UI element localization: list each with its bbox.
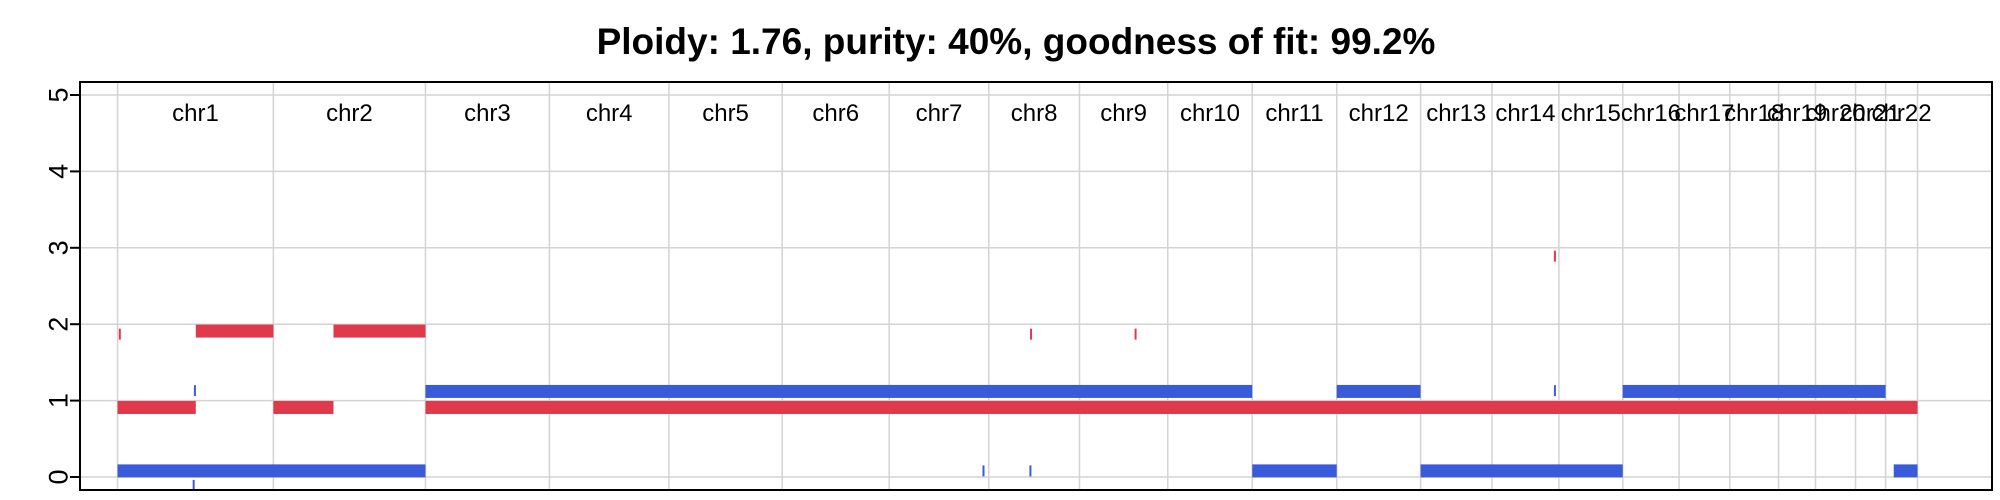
chromosome-label: chr11 [1265, 100, 1323, 127]
chromosome-label: chr9 [1100, 100, 1147, 127]
y-tick-label: 3 [43, 240, 73, 255]
chromosome-label: chr6 [812, 100, 859, 127]
chromosome-label: chr10 [1180, 100, 1240, 127]
y-axis: 0 1 2 3 4 5 [43, 87, 80, 485]
minor-allele-segment [1420, 464, 1623, 478]
major-allele-segment [333, 324, 426, 338]
chromosome-label: chr8 [1011, 100, 1058, 127]
minor-allele-segment [192, 479, 195, 491]
minor-allele-segment [1893, 464, 1918, 478]
chromosome-label: chr19 [1767, 100, 1827, 127]
chromosome-label: chr1 [172, 100, 219, 127]
minor-allele-segment [193, 385, 196, 397]
y-tick-label: 1 [43, 393, 73, 408]
minor-allele-segment [1252, 464, 1337, 478]
y-tick-label: 0 [43, 469, 73, 484]
y-tick-label: 2 [43, 317, 73, 332]
minor-allele-segment [1553, 385, 1556, 397]
chromosome-labels: chr1 chr2 chr3 chr4 chr5 chr6 chr7 chr8 chr9 chr1… [172, 100, 1931, 127]
minor-allele-segment [1029, 465, 1032, 477]
y-tick-label: 5 [43, 87, 73, 102]
chart-title: Ploidy: 1.76, purity: 40%, goodness of f… [597, 21, 1436, 62]
chromosome-label: chr7 [916, 100, 963, 127]
chromosome-label: chr16 [1621, 100, 1681, 127]
major-allele-segment [425, 400, 1918, 414]
grid-lines [80, 82, 1992, 490]
minor-allele-segment [1336, 384, 1421, 398]
minor-allele-segment [425, 384, 1253, 398]
chromosome-label: chr17 [1674, 100, 1734, 127]
minor-allele-segment [117, 464, 426, 478]
chromosome-label: chr15 [1561, 100, 1621, 127]
y-tick-label: 4 [43, 164, 73, 179]
chromosome-label: chr22 [1872, 100, 1932, 127]
chromosome-label: chr21 [1841, 100, 1901, 127]
plot-frame [79, 81, 1993, 491]
chromosome-label: chr20 [1806, 100, 1866, 127]
chromosome-label: chr18 [1724, 100, 1784, 127]
major-allele-segment [1553, 250, 1556, 262]
minor-allele-segment [982, 465, 985, 477]
chromosome-label: chr14 [1495, 100, 1555, 127]
segment-layer [117, 250, 1918, 491]
chromosome-label: chr5 [702, 100, 749, 127]
major-allele-segment [1134, 328, 1137, 340]
major-allele-segment [195, 324, 274, 338]
chromosome-label: chr2 [326, 100, 373, 127]
chromosome-label: chr3 [464, 100, 511, 127]
minor-allele-segment [1622, 384, 1886, 398]
major-allele-segment [1030, 328, 1033, 340]
major-allele-segment [273, 400, 334, 414]
major-allele-segment [117, 400, 196, 414]
chromosome-label: chr13 [1426, 100, 1486, 127]
chromosome-label: chr4 [586, 100, 633, 127]
chromosome-label: chr12 [1349, 100, 1409, 127]
major-allele-segment [118, 328, 121, 340]
